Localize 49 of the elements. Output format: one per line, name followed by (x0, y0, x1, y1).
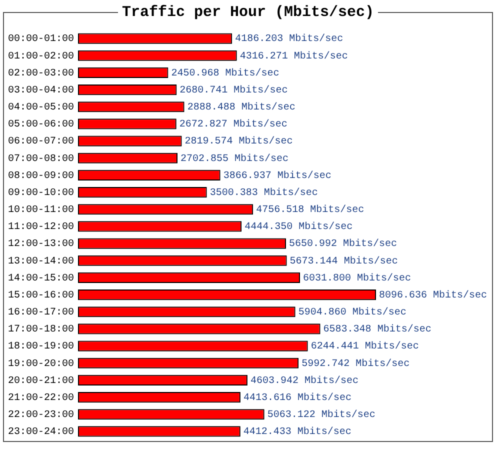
y-tick-label: 04:00-05:00 (8, 102, 74, 114)
data-label: 4603.942 Mbits/sec (250, 374, 358, 387)
y-tick-label: 22:00-23:00 (8, 410, 74, 422)
y-tick-label: 07:00-08:00 (8, 154, 74, 165)
data-label: 4412.433 Mbits/sec (243, 426, 352, 438)
data-label: 2680.741 Mbits/sec (180, 84, 288, 96)
data-label: 5063.122 Mbits/sec (267, 409, 376, 422)
data-label: 2819.574 Mbits/sec (184, 136, 293, 148)
data-label: 4444.350 Mbits/sec (244, 221, 353, 234)
data-label: 2672.827 Mbits/sec (179, 118, 288, 131)
y-tick-label: 09:00-10:00 (8, 188, 74, 199)
y-tick-label: 00:00-01:00 (8, 34, 74, 46)
y-tick-label: 05:00-06:00 (8, 120, 74, 131)
data-label: 4316.271 Mbits/sec (240, 50, 348, 62)
y-tick-label: 11:00-12:00 (8, 222, 74, 234)
y-tick-label: 03:00-04:00 (8, 85, 74, 96)
y-tick-label: 21:00-22:00 (8, 392, 74, 404)
y-tick-label: 08:00-09:00 (8, 170, 74, 182)
y-tick-label: 01:00-02:00 (8, 51, 74, 62)
data-label: 6583.348 Mbits/sec (323, 324, 432, 336)
data-label: 2450.968 Mbits/sec (171, 67, 280, 80)
data-label: 3866.937 Mbits/sec (223, 170, 332, 182)
y-tick-label: 14:00-15:00 (8, 273, 74, 284)
y-tick-label: 10:00-11:00 (8, 205, 74, 216)
y-tick-label: 06:00-07:00 (8, 136, 74, 148)
data-label: 4186.203 Mbits/sec (235, 33, 344, 46)
data-label: 8096.636 Mbits/sec (379, 289, 488, 302)
data-label: 2702.855 Mbits/sec (180, 152, 289, 165)
y-tick-label: 15:00-16:00 (8, 290, 74, 302)
y-tick-label: 23:00-24:00 (8, 427, 74, 438)
data-label: 6031.800 Mbits/sec (303, 272, 412, 284)
y-tick-label: 02:00-03:00 (8, 68, 74, 80)
data-label: 6244.441 Mbits/sec (310, 340, 419, 353)
chart-title: Traffic per Hour (Mbits/sec) (120, 4, 376, 21)
y-tick-label: 20:00-21:00 (8, 376, 74, 387)
data-label: 5992.742 Mbits/sec (302, 358, 410, 370)
y-tick-label: 18:00-19:00 (8, 342, 74, 353)
data-label: 4756.518 Mbits/sec (256, 204, 364, 216)
y-tick-label: 17:00-18:00 (8, 324, 74, 336)
data-label: 3500.383 Mbits/sec (210, 186, 318, 199)
data-label: 5904.860 Mbits/sec (298, 306, 406, 319)
data-label: 5673.144 Mbits/sec (290, 255, 398, 268)
data-label: 2888.488 Mbits/sec (187, 102, 296, 114)
y-tick-label: 19:00-20:00 (8, 358, 74, 370)
y-tick-label: 16:00-17:00 (8, 308, 74, 319)
y-tick-label: 13:00-14:00 (8, 256, 74, 268)
data-label: 5650.992 Mbits/sec (288, 238, 398, 250)
data-label: 4413.616 Mbits/sec (243, 392, 352, 404)
y-tick-label: 12:00-13:00 (8, 239, 74, 250)
